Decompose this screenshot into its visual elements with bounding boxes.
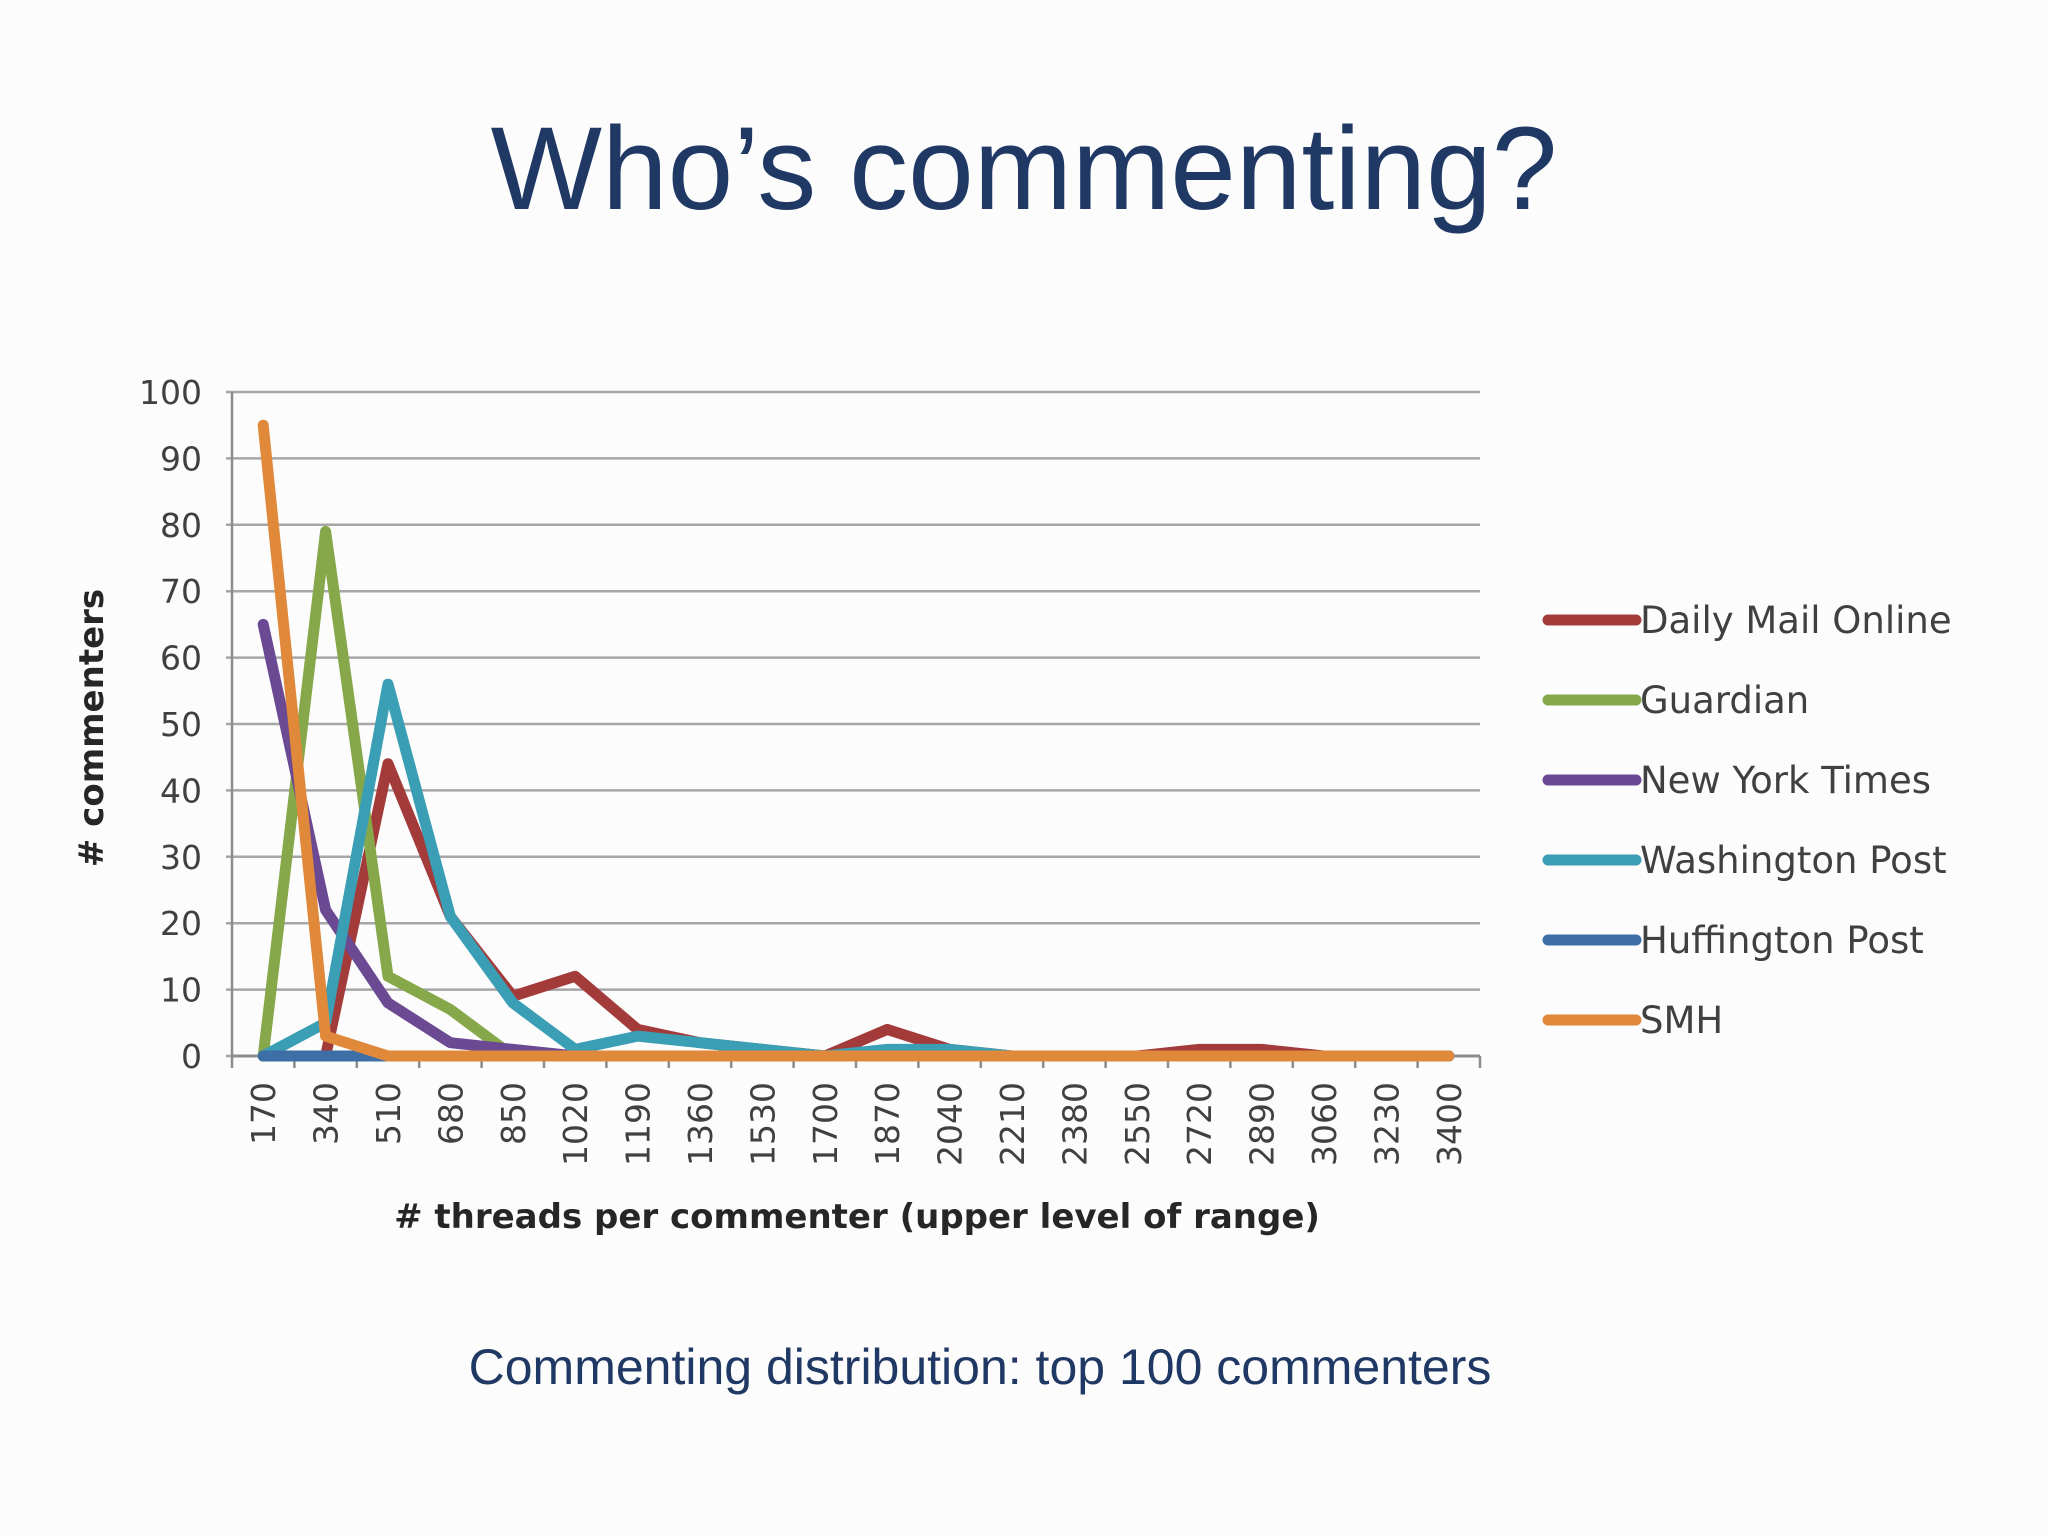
legend-label-guardian: Guardian	[1640, 679, 1809, 722]
x-tick-label: 1190	[619, 1082, 658, 1166]
x-tick-label: 3400	[1430, 1082, 1469, 1166]
y-tick-label: 40	[160, 771, 202, 810]
y-tick-label: 60	[160, 639, 202, 678]
x-tick-label: 3230	[1367, 1082, 1406, 1166]
slide-caption: Commenting distribution: top 100 comment…	[468, 1339, 1492, 1395]
y-tick-label: 10	[160, 971, 202, 1010]
x-tick-label: 2210	[993, 1082, 1032, 1166]
y-tick-label: 80	[160, 506, 202, 545]
y-axis-title: # commenters	[72, 589, 112, 867]
x-axis-title: # threads per commenter (upper level of …	[394, 1197, 1320, 1237]
x-tick-label: 340	[307, 1082, 346, 1145]
x-tick-label: 2380	[1055, 1082, 1094, 1166]
x-tick-label: 1360	[681, 1082, 720, 1166]
x-tick-label: 510	[369, 1082, 408, 1145]
legend-label-daily-mail-online: Daily Mail Online	[1640, 599, 1952, 642]
legend: Daily Mail Online Guardian New York Times W…	[1542, 599, 1952, 1042]
y-tick-label: 100	[139, 373, 202, 412]
x-tick-label: 680	[431, 1082, 470, 1145]
x-tick-label: 2720	[1180, 1082, 1219, 1166]
x-tick-label: 850	[494, 1082, 533, 1145]
series-line-smh	[257, 419, 1455, 1062]
y-tick-label: 50	[160, 705, 202, 744]
x-tick-label: 3060	[1305, 1082, 1344, 1166]
x-tick-label: 2550	[1118, 1082, 1157, 1166]
x-tick-label: 170	[244, 1082, 283, 1145]
legend-label-washington-post: Washington Post	[1640, 839, 1947, 882]
x-tick-label: 2890	[1243, 1082, 1282, 1166]
series-line-daily-mail-online	[257, 758, 1455, 1062]
legend-label-smh: SMH	[1640, 999, 1723, 1042]
x-tick-label: 1530	[743, 1082, 782, 1166]
x-tick-label: 1700	[806, 1082, 845, 1166]
y-tick-label: 20	[160, 904, 202, 943]
y-tick-label: 70	[160, 572, 202, 611]
y-tick-label: 30	[160, 838, 202, 877]
legend-label-new-york-times: New York Times	[1640, 759, 1931, 802]
series-lines	[257, 419, 1455, 1062]
x-tick-label: 1020	[556, 1082, 595, 1166]
slide-title: Who’s commenting?	[490, 103, 1558, 235]
y-tick-label: 0	[181, 1037, 202, 1076]
series-line-new-york-times	[257, 618, 1455, 1062]
series-line-guardian	[257, 525, 1455, 1062]
y-tick-label: 90	[160, 439, 202, 478]
legend-label-huffington-post: Huffington Post	[1640, 919, 1924, 962]
gridlines	[226, 390, 1480, 1058]
x-tick-label: 2040	[931, 1082, 970, 1166]
x-tick-label: 1870	[868, 1082, 907, 1166]
